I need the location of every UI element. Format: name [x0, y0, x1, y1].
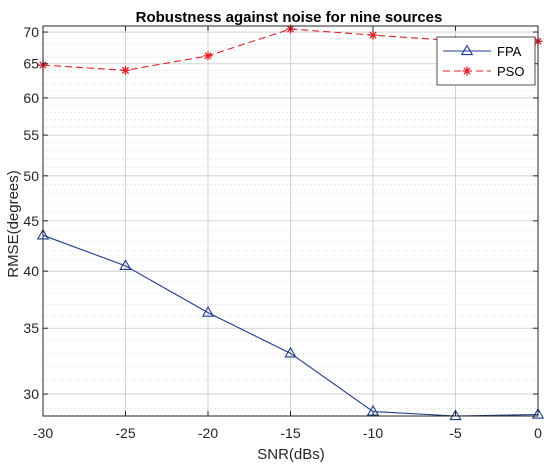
data-point-fpa [119, 259, 132, 270]
data-point-pso [121, 65, 130, 75]
x-tick-label: -10 [363, 425, 383, 441]
axes [42, 25, 539, 417]
x-tick-label: -30 [33, 425, 53, 441]
data-point-fpa [284, 346, 297, 358]
legend-marker [460, 44, 474, 56]
data-point-fpa [531, 407, 545, 419]
x-tick-label: -5 [449, 425, 462, 441]
data-point-pso [203, 51, 213, 61]
y-tick-label: 45 [23, 213, 39, 229]
x-tick-label: -20 [198, 425, 218, 441]
legend-marker [462, 66, 472, 76]
x-tick-label: -15 [280, 425, 300, 441]
data-point-fpa [449, 409, 462, 421]
y-tick-label: 70 [23, 24, 39, 40]
legend-box [436, 36, 536, 86]
data-point-pso [368, 30, 378, 40]
legend-item-fpa: FPA [443, 44, 522, 59]
data-point-fpa [201, 306, 215, 317]
legend-item-pso: PSO [443, 64, 524, 79]
legend-label: PSO [497, 64, 524, 79]
y-axis-label: RMSE(degrees) [5, 170, 22, 278]
legend-label: FPA [497, 44, 522, 59]
legend: FPA PSO [436, 36, 536, 86]
y-tick-label: 30 [23, 386, 39, 402]
y-tick-label: 65 [23, 56, 39, 72]
y-tick-label: 50 [23, 168, 39, 184]
y-tick-label: 35 [23, 320, 39, 336]
x-tick-label: -25 [115, 425, 135, 441]
x-tick-label: 0 [534, 425, 542, 441]
y-tick-label: 40 [23, 263, 39, 279]
y-tick-label: 55 [23, 127, 39, 143]
tick-labels: -30 -25 -20 -15 -10 -5 0 30 35 40 45 50 55 60 65 70 [23, 24, 542, 441]
y-tick-label: 60 [23, 90, 39, 106]
x-axis-label: SNR(dBs) [257, 446, 325, 463]
chart-title: Robustness against noise for nine source… [136, 9, 443, 26]
